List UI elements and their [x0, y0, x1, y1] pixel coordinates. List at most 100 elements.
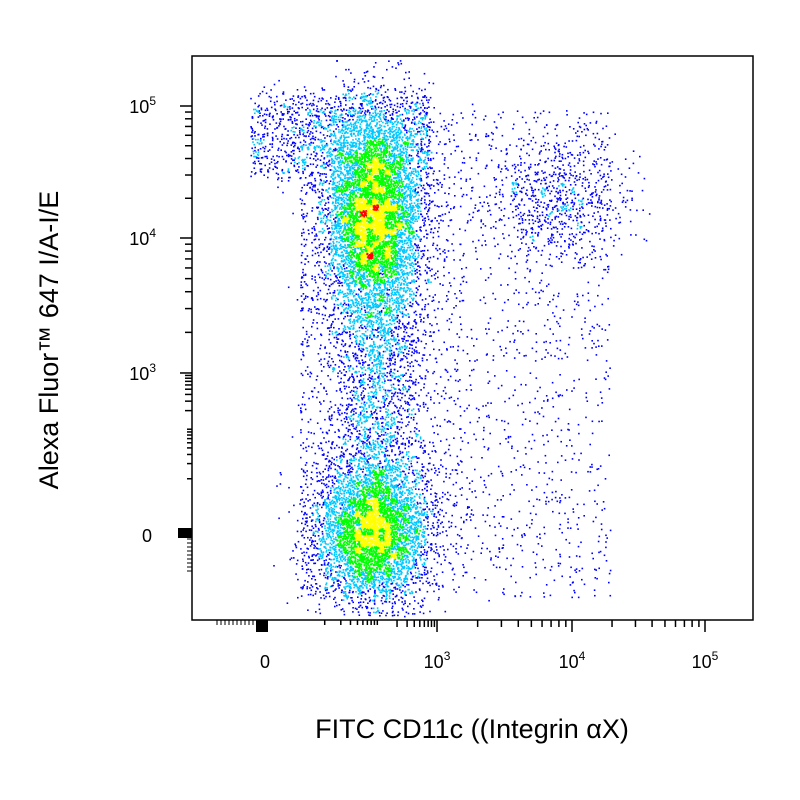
event-dot	[389, 241, 392, 244]
event-dot	[387, 217, 389, 220]
event-dot	[344, 166, 346, 169]
event-dot	[407, 237, 410, 239]
event-dot	[406, 220, 408, 223]
event-dot	[379, 228, 381, 231]
event-dot	[403, 326, 406, 329]
event-dot	[437, 143, 440, 146]
event-dot	[331, 202, 334, 205]
event-dot	[332, 370, 334, 373]
event-dot	[331, 197, 333, 199]
event-dot	[389, 186, 392, 189]
event-dot	[355, 206, 357, 209]
event-dot	[337, 298, 339, 301]
event-dot	[360, 284, 363, 287]
event-dot	[359, 211, 361, 214]
event-dot	[344, 174, 347, 176]
event-dot	[360, 155, 363, 158]
event-dot	[369, 225, 372, 228]
event-dot	[376, 147, 379, 149]
event-dot	[340, 193, 343, 195]
event-dot	[392, 225, 395, 227]
event-dot	[393, 180, 396, 183]
event-dot	[383, 216, 385, 218]
event-dot	[405, 236, 408, 239]
event-dot	[325, 208, 327, 210]
event-dot	[384, 237, 386, 240]
event-dot	[359, 152, 361, 155]
event-dot	[432, 200, 434, 203]
event-dot	[390, 183, 392, 186]
event-dot	[403, 252, 405, 255]
event-dot	[420, 257, 423, 260]
event-dot	[368, 214, 370, 216]
event-dot	[426, 213, 428, 215]
event-dot	[365, 287, 367, 289]
event-dot	[371, 352, 374, 355]
event-dot	[391, 262, 394, 264]
event-dot	[346, 194, 348, 197]
event-dot	[356, 398, 358, 400]
event-dot	[363, 237, 365, 239]
event-dot	[321, 184, 324, 186]
event-dot	[352, 139, 354, 141]
event-dot	[346, 213, 349, 216]
event-dot	[318, 246, 321, 249]
event-dot	[337, 282, 339, 284]
event-dot	[355, 159, 358, 161]
event-dot	[353, 145, 355, 148]
event-dot	[397, 291, 399, 294]
event-dot	[353, 164, 356, 166]
event-dot	[368, 179, 371, 181]
event-dot	[351, 270, 353, 273]
event-dot	[449, 140, 451, 143]
event-dot	[343, 196, 345, 199]
event-dot	[392, 334, 394, 337]
event-dot	[406, 157, 408, 159]
event-dot	[357, 147, 360, 150]
event-dot	[395, 212, 398, 215]
event-dot	[385, 230, 387, 232]
event-dot	[402, 276, 405, 279]
event-dot	[357, 134, 359, 137]
event-dot	[400, 223, 403, 225]
event-dot	[378, 187, 380, 189]
event-dot	[383, 186, 385, 188]
event-dot	[416, 204, 419, 206]
event-dot	[347, 270, 350, 272]
event-dot	[359, 216, 361, 218]
event-dot	[390, 206, 393, 209]
event-dot	[339, 197, 341, 199]
event-dot	[372, 171, 374, 174]
event-dot	[367, 208, 369, 210]
event-dot	[364, 200, 367, 202]
event-dot	[351, 195, 353, 198]
event-dot	[334, 110, 336, 112]
event-dot	[372, 112, 374, 115]
event-dot	[392, 162, 394, 164]
event-dot	[352, 157, 355, 160]
event-dot	[410, 172, 412, 175]
event-dot	[374, 114, 377, 117]
event-dot	[327, 201, 330, 204]
event-dot	[373, 244, 376, 247]
event-dot	[405, 206, 407, 209]
event-dot	[406, 151, 408, 154]
event-dot	[311, 227, 313, 230]
event-dot	[394, 221, 396, 223]
event-dot	[374, 197, 377, 199]
event-dot	[391, 146, 394, 148]
event-dot	[384, 129, 387, 132]
event-dot	[395, 204, 398, 206]
event-dot	[333, 120, 335, 122]
event-dot	[368, 151, 371, 153]
event-dot	[343, 187, 346, 189]
event-dot	[351, 256, 353, 259]
event-dot	[395, 258, 397, 260]
event-dot	[345, 109, 348, 111]
event-dot	[376, 188, 378, 191]
event-dot	[346, 195, 349, 198]
event-dot	[369, 316, 372, 318]
event-dot	[351, 265, 354, 268]
event-dot	[426, 314, 429, 317]
event-dot	[434, 192, 436, 194]
